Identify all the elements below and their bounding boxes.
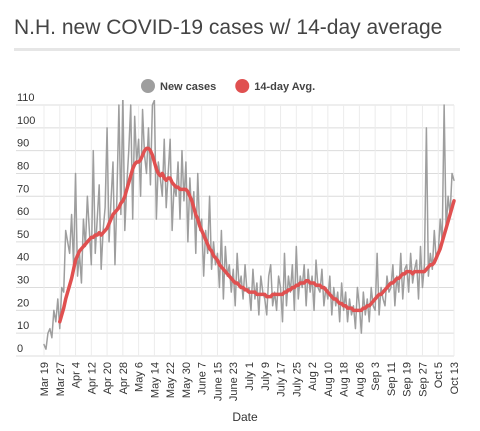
x-tick-label: July 9 xyxy=(260,362,272,391)
x-tick-label: June 23 xyxy=(228,362,240,401)
y-tick-label: 30 xyxy=(17,275,29,287)
x-tick-label: May 14 xyxy=(149,362,161,398)
x-tick-label: June 7 xyxy=(197,362,209,395)
legend-swatch xyxy=(141,79,155,93)
x-tick-label: Aug 2 xyxy=(307,362,319,391)
y-tick-label: 110 xyxy=(17,92,35,104)
y-tick-label: 40 xyxy=(17,252,29,264)
legend-swatch xyxy=(235,79,250,93)
y-tick-label: 60 xyxy=(17,206,29,218)
x-tick-label: July 17 xyxy=(276,362,288,397)
x-tick-label: Sep 3 xyxy=(370,362,382,391)
x-tick-label: Aug 18 xyxy=(339,362,351,397)
y-tick-label: 90 xyxy=(17,138,29,150)
y-tick-label: 70 xyxy=(17,183,29,195)
x-tick-label: Sep 27 xyxy=(417,362,429,397)
title-rule xyxy=(14,48,460,51)
series-line xyxy=(58,146,456,324)
x-tick-label: Apr 12 xyxy=(86,362,98,394)
plot-area xyxy=(43,100,456,350)
x-tick-label: July 1 xyxy=(244,362,256,391)
x-tick-label: Aug 10 xyxy=(323,362,335,397)
x-tick-label: Sep 19 xyxy=(402,362,414,397)
chart-title: N.H. new COVID-19 cases w/ 14-day averag… xyxy=(14,16,442,39)
x-tick-label: June 15 xyxy=(212,362,224,401)
x-axis-label: Date xyxy=(232,410,258,424)
y-tick-label: 100 xyxy=(17,115,35,127)
y-tick-label: 80 xyxy=(17,160,29,172)
x-tick-label: May 22 xyxy=(165,362,177,398)
y-tick-label: 20 xyxy=(17,297,29,309)
x-tick-label: Apr 4 xyxy=(71,362,83,388)
series-line xyxy=(43,100,455,350)
x-tick-label: Mar 27 xyxy=(55,362,67,396)
x-tick-label: Apr 20 xyxy=(102,362,114,394)
x-tick-label: Oct 5 xyxy=(433,362,445,388)
x-tick-label: Mar 19 xyxy=(39,362,51,396)
x-tick-label: Oct 13 xyxy=(449,362,461,394)
y-tick-label: 0 xyxy=(17,343,23,355)
x-tick-label: July 25 xyxy=(291,362,303,397)
x-tick-label: Sep 11 xyxy=(386,362,398,396)
x-tick-label: Apr 28 xyxy=(118,362,130,394)
x-tick-label: Aug 26 xyxy=(354,362,366,397)
legend-label: 14-day Avg. xyxy=(254,81,315,93)
x-tick-label: May 6 xyxy=(134,362,146,392)
y-tick-label: 10 xyxy=(17,320,29,332)
x-tick-label: May 30 xyxy=(181,362,193,398)
y-tick-label: 50 xyxy=(17,229,29,241)
legend-label: New cases xyxy=(160,81,216,93)
